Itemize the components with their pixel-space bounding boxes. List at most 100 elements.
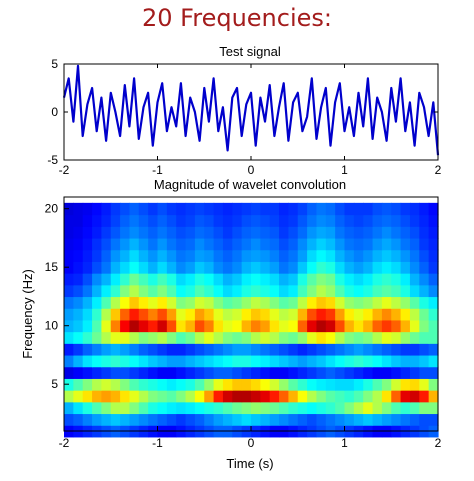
heatmap-cell <box>166 354 177 368</box>
heatmap-cell <box>82 202 93 216</box>
heatmap-cell <box>391 319 402 333</box>
heatmap-cell <box>213 226 224 239</box>
heatmap-cell <box>391 331 402 344</box>
heatmap-cell <box>288 331 299 344</box>
heatmap-cell <box>92 366 102 379</box>
heatmap-cell <box>185 331 196 344</box>
heatmap-cell <box>316 319 327 333</box>
heatmap-cell <box>307 249 318 262</box>
heatmap-cell <box>110 343 121 356</box>
heatmap-cell <box>400 319 411 333</box>
heatmap-cell <box>120 319 131 333</box>
heatmap-cell <box>148 214 159 227</box>
heatmap-cell <box>372 249 383 262</box>
heatmap-cell <box>297 261 308 274</box>
heatmap-cell <box>316 249 327 262</box>
heatmap-cell <box>260 378 271 391</box>
heatmap-cell <box>344 378 355 391</box>
heatmap-cell <box>372 401 383 415</box>
heatmap-cell <box>101 378 112 391</box>
heatmap-cell <box>344 261 355 274</box>
heatmap-cell <box>419 366 430 379</box>
heatmap-cell <box>110 284 121 298</box>
heatmap-cell <box>213 202 224 216</box>
heatmap-cell <box>176 378 187 391</box>
heatmap-cell <box>335 249 346 262</box>
heatmap-cell <box>335 273 346 286</box>
heatmap-x-tick-label: 2 <box>435 436 442 450</box>
heatmap-cell <box>204 249 215 262</box>
heatmap-cell <box>391 249 402 262</box>
heatmap-cell <box>101 308 112 321</box>
heatmap-cell <box>148 237 159 251</box>
heatmap-cell <box>335 331 346 344</box>
heatmap-cell <box>400 331 411 344</box>
heatmap-cell <box>391 261 402 274</box>
heatmap-cell <box>400 354 411 368</box>
heatmap-cell <box>92 214 102 227</box>
heatmap-cell <box>279 308 289 321</box>
heatmap-cell <box>73 378 84 391</box>
heatmap-cell <box>185 366 196 379</box>
heatmap-cell <box>269 319 280 333</box>
heatmap-cell <box>101 226 112 239</box>
heatmap-cell <box>194 390 205 403</box>
heatmap-cell <box>269 343 280 356</box>
heatmap-cell <box>316 214 327 227</box>
heatmap-cell <box>400 202 411 216</box>
heatmap-y-tick-label: 20 <box>45 202 59 216</box>
heatmap-cell <box>204 331 215 344</box>
heatmap-cell <box>82 390 93 403</box>
heatmap-cell <box>316 343 327 356</box>
heatmap-cell <box>288 343 299 356</box>
heatmap-cell <box>194 413 205 426</box>
heatmap-cell <box>185 214 196 227</box>
signal-x-tick: 1 <box>341 64 348 177</box>
heatmap-cell <box>260 296 271 309</box>
heatmap-cell <box>194 249 205 262</box>
heatmap-cell <box>129 378 140 391</box>
heatmap-cell <box>82 249 93 262</box>
signal-x-tick: 2 <box>435 64 442 177</box>
heatmap-cell <box>428 378 439 391</box>
heatmap-cell <box>269 237 280 251</box>
heatmap-cell <box>288 354 299 368</box>
heatmap-cell <box>110 261 121 274</box>
heatmap-cell <box>409 261 420 274</box>
heatmap-cell <box>409 273 420 286</box>
heatmap-cell <box>353 354 364 368</box>
heatmap-cell <box>204 401 215 415</box>
heatmap-cell <box>166 226 177 239</box>
heatmap-cell <box>148 202 159 216</box>
heatmap-cell <box>64 354 74 368</box>
heatmap-cell <box>353 214 364 227</box>
heatmap-cell <box>194 401 205 415</box>
heatmap-cell <box>101 273 112 286</box>
heatmap-cell <box>279 331 289 344</box>
heatmap-cell <box>391 237 402 251</box>
heatmap-cell <box>297 237 308 251</box>
heatmap-cell <box>372 343 383 356</box>
heatmap-cell <box>222 261 233 274</box>
heatmap-x-tick: 0 <box>248 426 255 450</box>
heatmap-cell <box>241 319 252 333</box>
heatmap-cell <box>232 413 243 426</box>
heatmap-cell <box>251 261 261 274</box>
heatmap-cell <box>288 390 299 403</box>
heatmap-cell <box>269 331 280 344</box>
heatmap-cell <box>363 401 374 415</box>
heatmap-cell <box>419 378 430 391</box>
heatmap-cell <box>391 202 402 216</box>
heatmap-cell <box>241 331 252 344</box>
heatmap-cell <box>157 214 168 227</box>
heatmap-cell <box>204 261 215 274</box>
heatmap-cell <box>213 413 224 426</box>
heatmap-cell <box>400 296 411 309</box>
heatmap-cell <box>185 273 196 286</box>
heatmap-cell <box>260 284 271 298</box>
heatmap-cell <box>316 226 327 239</box>
heatmap-cell <box>138 343 149 356</box>
heatmap-cell <box>353 366 364 379</box>
heatmap-x-tick-label: -1 <box>152 436 163 450</box>
heatmap-cell <box>372 378 383 391</box>
